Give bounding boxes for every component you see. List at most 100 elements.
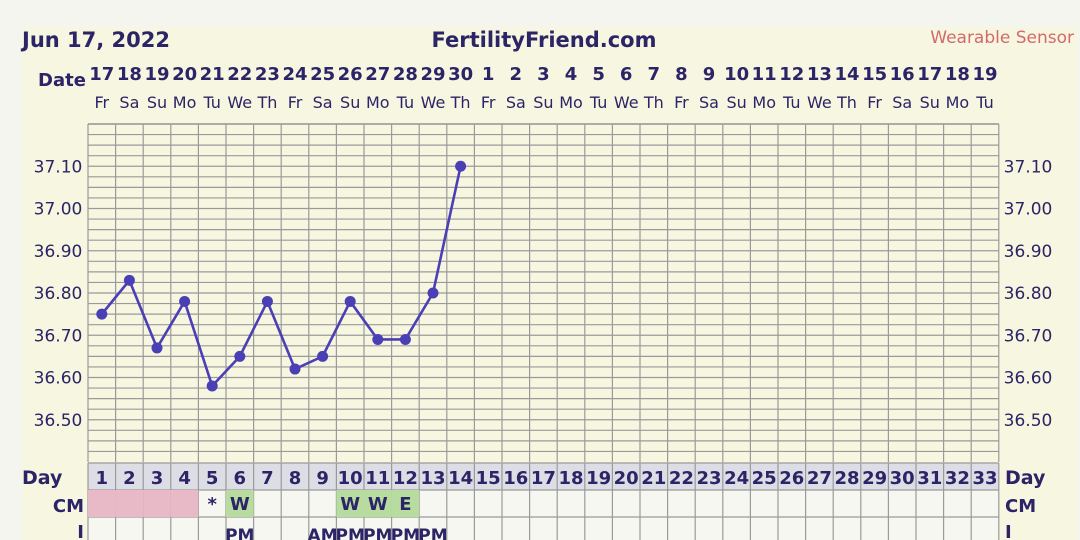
date-number: 26 <box>338 64 363 85</box>
weekday-label: Fr <box>867 93 882 112</box>
cycle-day-number: 32 <box>945 468 970 489</box>
temperature-point <box>399 333 411 345</box>
i-row-label-right: I <box>1005 522 1012 540</box>
temperature-series <box>96 160 467 392</box>
temperature-point <box>179 295 191 307</box>
y-tick-label: 36.70 <box>34 326 83 346</box>
date-number: 30 <box>448 64 473 85</box>
weekday-label: We <box>614 93 639 112</box>
weekday-label: Su <box>533 93 553 112</box>
cm-cell <box>391 490 420 517</box>
cycle-day-number: 14 <box>448 468 473 489</box>
cycle-day-row: 1 2 3 4 5 6 7 8 9 10 11 12 13 14 15 16 17 18 19 20 21 22 23 24 2… <box>96 468 998 489</box>
temperature-point <box>234 350 246 362</box>
cycle-day-number: 3 <box>151 468 164 489</box>
date-number: 27 <box>365 64 390 85</box>
cycle-day-number: 5 <box>206 468 219 489</box>
weekday-label: Th <box>256 93 277 112</box>
y-tick-label-right: 36.90 <box>1004 242 1053 262</box>
cycle-day-number: 22 <box>669 468 694 489</box>
cm-cell <box>170 490 199 517</box>
weekday-label: Mo <box>173 93 197 112</box>
weekday-label: Tu <box>589 93 607 112</box>
cycle-day-number: 21 <box>641 468 666 489</box>
weekday-label: Fr <box>288 93 303 112</box>
y-tick-label-right: 36.60 <box>1004 369 1053 389</box>
cm-cell <box>143 490 171 517</box>
date-number: 8 <box>675 64 688 85</box>
cm-cell <box>88 490 116 517</box>
cycle-day-number: 17 <box>531 468 556 489</box>
cycle-day-number: 7 <box>261 468 274 489</box>
cycle-day-number: 9 <box>316 468 329 489</box>
date-number: 15 <box>862 64 887 85</box>
date-number: 14 <box>834 64 859 85</box>
cycle-day-number: 11 <box>365 468 390 489</box>
y-tick-label-right: 36.70 <box>1004 326 1053 346</box>
cycle-day-number: 28 <box>834 468 859 489</box>
cycle-day-number: 4 <box>178 468 191 489</box>
weekday-label: Th <box>643 93 664 112</box>
date-number: 3 <box>537 64 550 85</box>
intercourse-marker: PM <box>363 526 392 540</box>
cm-value: W <box>340 494 360 515</box>
temperature-point <box>317 350 329 362</box>
y-tick-label: 36.90 <box>34 242 83 262</box>
weekday-label: Sa <box>506 93 526 112</box>
date-number: 13 <box>807 64 832 85</box>
cycle-day-number: 2 <box>123 468 136 489</box>
weekday-label: Th <box>836 93 857 112</box>
chart-date: Jun 17, 2022 <box>20 28 170 52</box>
cervical-mucus-row: * W W W E <box>88 490 420 517</box>
weekday-label: We <box>227 93 252 112</box>
date-number: 4 <box>565 64 578 85</box>
intercourse-marker: PM <box>225 526 254 540</box>
date-number: 19 <box>144 64 169 85</box>
weekday-label: Mo <box>752 93 776 112</box>
weekday-label: Tu <box>202 93 220 112</box>
temperature-point <box>261 295 273 307</box>
date-number: 16 <box>890 64 915 85</box>
date-number: 5 <box>592 64 605 85</box>
cycle-day-number: 20 <box>614 468 639 489</box>
weekday-label: Sa <box>313 93 333 112</box>
cycle-day-number: 13 <box>420 468 445 489</box>
day-row-label: Day <box>22 467 63 489</box>
y-tick-label: 36.50 <box>34 411 83 431</box>
temperature-point <box>151 342 163 354</box>
cycle-day-number: 18 <box>558 468 583 489</box>
cycle-day-number: 26 <box>779 468 804 489</box>
site-title: FertilityFriend.com <box>432 28 657 52</box>
cm-cell <box>336 490 364 517</box>
date-number: 23 <box>255 64 280 85</box>
weekday-label: Su <box>920 93 940 112</box>
day-row-background <box>88 463 999 490</box>
date-number: 25 <box>310 64 335 85</box>
date-number: 12 <box>779 64 804 85</box>
cm-value: W <box>368 494 388 515</box>
chart-grid <box>87 123 1000 462</box>
date-row-label: Date <box>38 70 86 91</box>
cycle-day-number: 25 <box>752 468 777 489</box>
cm-row-label-right: CM <box>1005 496 1036 517</box>
intercourse-marker: PM <box>391 526 420 540</box>
day-row-label-right: Day <box>1005 467 1046 489</box>
cm-cell <box>115 490 144 517</box>
cm-value: W <box>230 494 250 515</box>
cycle-day-number: 16 <box>503 468 528 489</box>
date-number: 9 <box>703 64 716 85</box>
y-tick-label: 36.80 <box>34 284 83 304</box>
y-tick-label: 37.10 <box>34 157 83 177</box>
cycle-day-number: 12 <box>393 468 418 489</box>
date-number: 18 <box>117 64 142 85</box>
cm-value: * <box>207 494 217 515</box>
cycle-day-number: 1 <box>96 468 109 489</box>
weekday-label: We <box>807 93 832 112</box>
weekday-label: Tu <box>782 93 800 112</box>
intercourse-marker: AM <box>308 526 338 540</box>
weekday-label: Mo <box>559 93 583 112</box>
weekday-label: Tu <box>975 93 993 112</box>
date-number: 2 <box>510 64 523 85</box>
temperature-point <box>427 287 439 299</box>
